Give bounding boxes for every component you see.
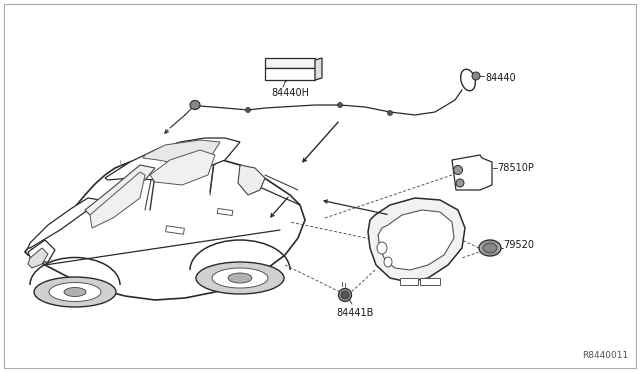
Ellipse shape <box>64 288 86 296</box>
Polygon shape <box>150 150 215 185</box>
Ellipse shape <box>339 289 351 301</box>
Ellipse shape <box>472 72 480 80</box>
Ellipse shape <box>341 291 349 299</box>
Polygon shape <box>105 138 240 180</box>
Ellipse shape <box>228 273 252 283</box>
Polygon shape <box>265 58 315 68</box>
Polygon shape <box>265 68 315 80</box>
Polygon shape <box>85 165 155 215</box>
Polygon shape <box>368 198 465 282</box>
Polygon shape <box>315 58 322 80</box>
Ellipse shape <box>387 110 392 115</box>
Polygon shape <box>25 155 305 300</box>
Ellipse shape <box>479 240 501 256</box>
Polygon shape <box>28 248 48 268</box>
Polygon shape <box>420 278 440 285</box>
Text: 84440H: 84440H <box>271 88 309 98</box>
Polygon shape <box>28 240 55 262</box>
Polygon shape <box>452 155 492 190</box>
Polygon shape <box>378 210 454 270</box>
Text: 84441B: 84441B <box>336 308 374 318</box>
Polygon shape <box>238 165 265 195</box>
Ellipse shape <box>246 108 250 112</box>
Polygon shape <box>143 140 220 165</box>
Ellipse shape <box>337 103 342 108</box>
Polygon shape <box>400 278 418 285</box>
Ellipse shape <box>377 242 387 254</box>
Polygon shape <box>28 198 100 248</box>
Bar <box>166 226 184 234</box>
Text: 78510P: 78510P <box>497 163 534 173</box>
Ellipse shape <box>212 268 268 288</box>
Bar <box>217 208 233 215</box>
Ellipse shape <box>49 282 101 301</box>
Ellipse shape <box>483 243 497 253</box>
Ellipse shape <box>196 262 284 294</box>
Polygon shape <box>90 172 145 228</box>
Ellipse shape <box>456 179 464 187</box>
Ellipse shape <box>34 277 116 307</box>
Ellipse shape <box>190 100 200 109</box>
Text: R8440011: R8440011 <box>582 351 628 360</box>
Text: 84440: 84440 <box>485 73 516 83</box>
Ellipse shape <box>454 166 463 174</box>
Ellipse shape <box>384 257 392 267</box>
Text: 79520: 79520 <box>503 240 534 250</box>
Ellipse shape <box>461 69 476 91</box>
